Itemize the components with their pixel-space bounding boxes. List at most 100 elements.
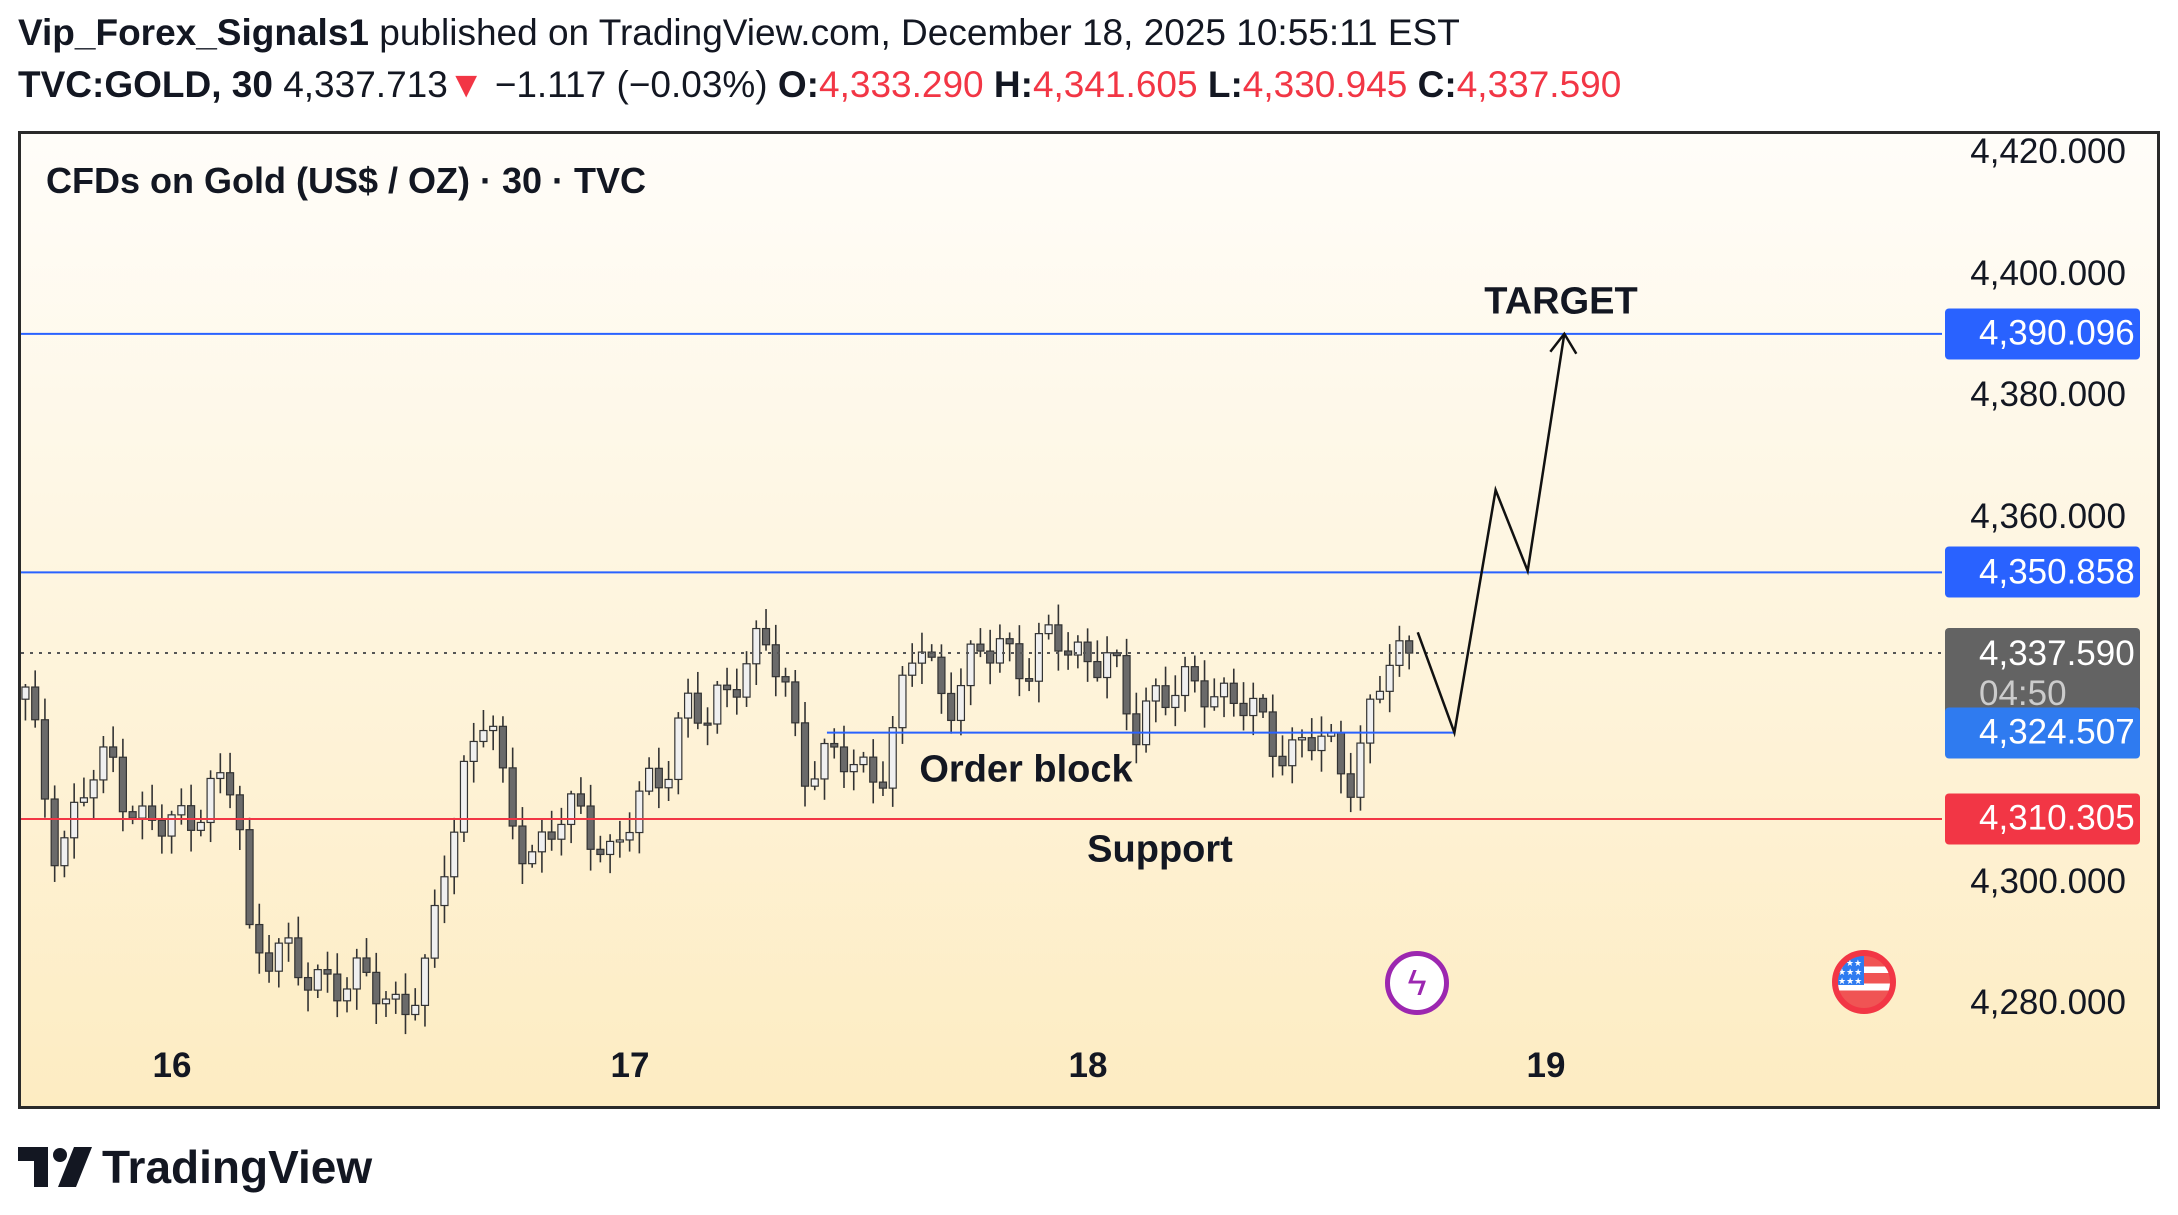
candle-body (255, 923, 264, 954)
candle-body (1366, 698, 1375, 744)
candle-body (381, 998, 391, 1005)
high-value: 4,341.605 (1032, 64, 1198, 105)
candle-body (459, 760, 469, 833)
candle-body (372, 971, 381, 1005)
target-price-badge: 4,390.096 (1945, 308, 2140, 360)
candle-body (1025, 678, 1034, 682)
candle-body (839, 746, 849, 773)
down-arrow-icon: ▼ (447, 64, 485, 105)
candle-body (869, 756, 878, 783)
candle-body (1132, 713, 1141, 746)
candle-body (1190, 666, 1199, 682)
author[interactable]: Vip_Forex_Signals1 (18, 12, 369, 53)
candle-body (1180, 666, 1190, 697)
candle-body (1229, 682, 1238, 705)
y-tick-label: 4,420.000 (1970, 132, 2126, 171)
candle-body (722, 684, 732, 691)
candle-body (391, 993, 400, 1000)
candle-body (1171, 694, 1180, 709)
high-label: H: (993, 64, 1033, 105)
candle-body (109, 746, 118, 758)
candle-body (1005, 638, 1014, 645)
candle-body (1297, 737, 1307, 741)
candle-body (557, 823, 566, 840)
chart-area[interactable] (18, 131, 2160, 1109)
candle-body (576, 793, 585, 807)
published-text: published on TradingView.com, December 1… (379, 12, 1460, 53)
bar-countdown: 04:50 (1979, 674, 2067, 713)
us-flag-event-icon[interactable]: ★★ ★★★ ★★★ (1832, 950, 1896, 1014)
candle-body (479, 729, 488, 743)
publish-info: Vip_Forex_Signals1 published on TradingV… (18, 12, 1460, 54)
candle-body (264, 952, 274, 972)
candle-body (60, 837, 69, 867)
candle-body (1268, 711, 1277, 757)
tradingview-logo[interactable]: TradingView (18, 1140, 372, 1194)
candle-body (703, 722, 712, 726)
candle-body (70, 801, 79, 839)
candle-body (937, 656, 946, 695)
candle-body (1307, 737, 1316, 752)
candle-body (947, 692, 956, 722)
candle-body (1336, 732, 1346, 775)
x-tick-label: 18 (1068, 1046, 1108, 1085)
candle-body (303, 976, 313, 991)
candle-body (1258, 697, 1268, 713)
tradingview-logo-icon (18, 1147, 92, 1187)
logo-text: TradingView (102, 1141, 373, 1193)
candle-body (99, 746, 108, 781)
candle-body (1317, 735, 1326, 752)
candle-body (830, 742, 839, 748)
candle-body (1054, 624, 1063, 652)
candle-body (859, 756, 868, 766)
y-tick-label: 4,360.000 (1970, 496, 2126, 536)
open-label: O: (777, 64, 820, 105)
low-label: L: (1207, 64, 1243, 105)
candle-body (21, 686, 30, 700)
candle-body (128, 811, 137, 819)
last-price: 4,337.713 (283, 64, 448, 105)
resistance-price-badge: 4,350.858 (1945, 546, 2140, 598)
candle-body (1064, 650, 1073, 656)
candle-body (547, 831, 556, 840)
candle-body (908, 662, 917, 676)
support-price-badge: 4,310.305 (1945, 793, 2140, 845)
candle-body (1141, 700, 1151, 746)
candle-body (752, 627, 761, 665)
candle-body (1385, 664, 1394, 692)
candle-body (518, 825, 527, 865)
lightning-event-icon[interactable]: ϟ (1385, 951, 1449, 1015)
candle-body (1210, 696, 1219, 708)
close-label: C: (1417, 64, 1457, 105)
candle-body (742, 663, 751, 698)
y-tick-label: 4,280.000 (1970, 983, 2126, 1023)
candle-body (89, 779, 98, 799)
candle-body (995, 638, 1005, 664)
x-tick-label: 17 (610, 1046, 650, 1085)
target-label: TARGET (1484, 280, 1638, 323)
symbol-info: TVC:GOLD, 30 4,337.713▼ −1.117 (−0.03%) … (18, 64, 1621, 106)
candle-body (771, 644, 780, 678)
candle-body (966, 643, 975, 687)
candle-body (1122, 655, 1131, 715)
candle-body (1015, 643, 1024, 680)
candle-body (567, 793, 576, 826)
candle-body (362, 957, 371, 973)
order-block-label: Order block (919, 748, 1133, 791)
candle-body (245, 829, 254, 926)
candle-body (781, 676, 790, 683)
x-tick-label: 19 (1526, 1046, 1566, 1085)
candle-body (206, 777, 215, 824)
candle-body (1044, 624, 1053, 635)
order-block-price-badge: 4,324.507 (1945, 707, 2140, 759)
candle-body (274, 942, 283, 972)
candle-body (1278, 755, 1287, 767)
low-value: 4,330.945 (1242, 64, 1408, 105)
current-price: 4,337.590 (1979, 634, 2135, 673)
close-value: 4,337.590 (1456, 64, 1622, 105)
candle-body (118, 756, 127, 813)
candle-body (177, 805, 186, 816)
projection-path (1416, 333, 1566, 738)
candle-body (1073, 641, 1082, 656)
change: −1.117 (−0.03%) (494, 64, 768, 105)
